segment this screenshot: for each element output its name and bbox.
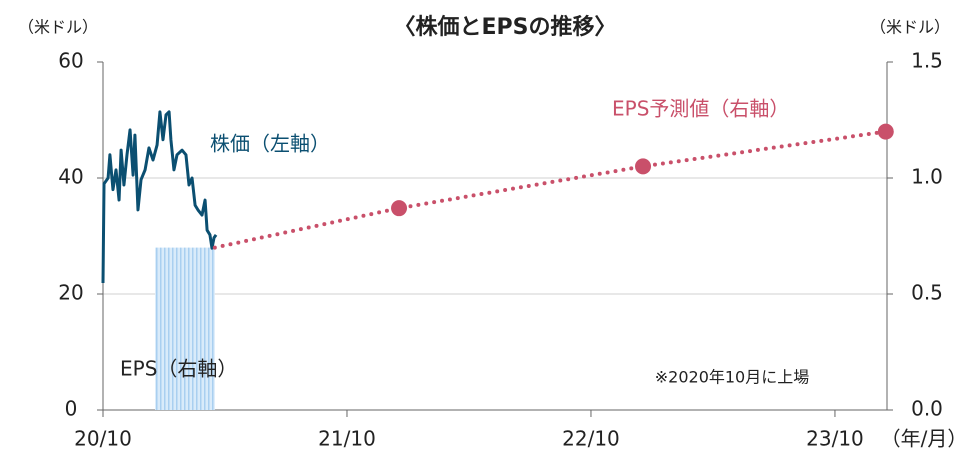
y-tick-label: 40 [58, 165, 83, 189]
y-tick-label: 0 [65, 397, 78, 421]
chart-title: 〈株価とEPSの推移〉 [394, 14, 617, 40]
y2-axis-label: （米ドル） [870, 18, 950, 37]
y2-tick-label: 0.5 [911, 281, 943, 305]
annotation: ※2020年10月に上場 [655, 368, 810, 387]
x-tick-label: 22/10 [562, 427, 620, 451]
x-tick-label: 23/10 [806, 427, 864, 451]
series-label: 株価（左軸） [210, 132, 330, 156]
series-line [212, 129, 888, 250]
bar-label: EPS（右軸） [120, 357, 237, 381]
y-axis-label: （米ドル） [18, 18, 98, 37]
series-line [101, 110, 218, 283]
x-tick-label: 21/10 [318, 427, 376, 451]
eps-bar [155, 247, 215, 410]
point [877, 123, 894, 140]
x-tick-label: 20/10 [74, 427, 132, 451]
y-tick-label: 60 [58, 49, 83, 73]
y2-tick-label: 1.5 [911, 49, 943, 73]
y-tick-label: 20 [58, 281, 83, 305]
point [391, 200, 408, 217]
y2-tick-label: 0.0 [911, 397, 943, 421]
x-axis-label: （年/月） [881, 427, 968, 451]
series-label: EPS予測値（右軸） [612, 97, 789, 121]
y2-tick-label: 1.0 [911, 165, 943, 189]
point [635, 158, 652, 175]
